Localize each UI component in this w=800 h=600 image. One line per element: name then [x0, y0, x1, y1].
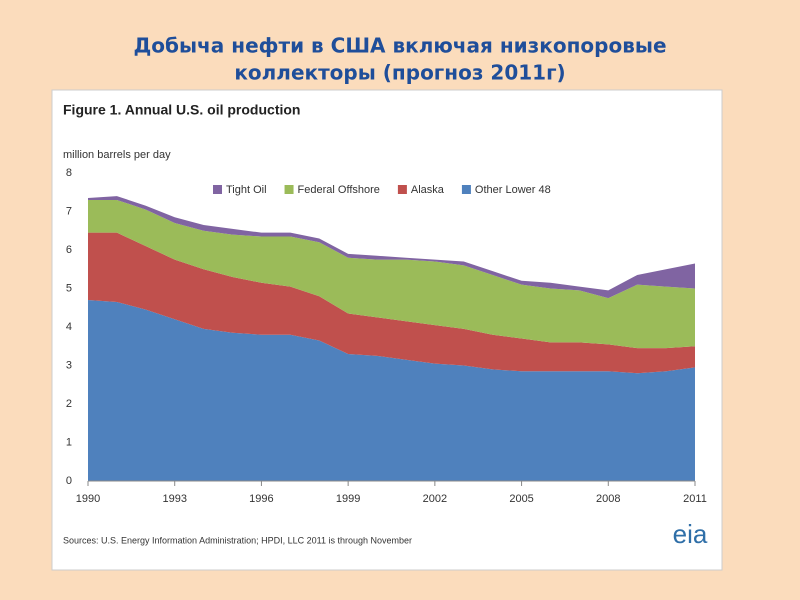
area	[88, 232, 695, 374]
legend-label: Tight Oil	[226, 184, 267, 196]
chart-title: Figure 1. Annual U.S. oil production	[63, 102, 300, 118]
x-tick-label: 2011	[683, 493, 707, 505]
x-tick-label: 2005	[509, 493, 533, 505]
y-tick-label: 3	[66, 359, 72, 371]
slide-title: коллекторы (прогноз 2011г)	[234, 61, 565, 85]
y-tick-label: 4	[66, 321, 72, 333]
y-tick-label: 8	[66, 167, 72, 179]
y-tick-label: 2	[66, 398, 72, 410]
y-tick-label: 0	[66, 475, 72, 487]
logo: eia	[673, 519, 708, 549]
legend-swatch	[461, 185, 471, 194]
x-tick-label: 2002	[423, 493, 447, 505]
y-tick-label: 1	[66, 436, 72, 448]
x-tick-label: 1996	[249, 493, 273, 505]
legend-swatch	[397, 185, 407, 194]
legend-label: Federal Offshore	[298, 184, 380, 196]
legend-label: Alaska	[411, 184, 445, 196]
source: Sources: U.S. Energy Information Adminis…	[63, 535, 412, 545]
x-tick-label: 1999	[336, 493, 360, 505]
x-tick-label: 1990	[76, 493, 100, 505]
slide-title: Добыча нефти в США включая низкопоровые	[133, 34, 666, 58]
y-tick-label: 6	[66, 244, 72, 256]
x-tick-label: 2008	[596, 493, 620, 505]
y-axis-label: million barrels per day	[63, 149, 171, 161]
x-tick-label: 1993	[162, 493, 186, 505]
y-tick-label: 5	[66, 282, 72, 294]
legend-label: Other Lower 48	[475, 184, 551, 196]
legend-swatch	[213, 185, 222, 194]
area	[88, 300, 695, 481]
area	[88, 199, 695, 349]
legend-swatch	[284, 185, 294, 194]
y-tick-label: 7	[66, 205, 72, 217]
